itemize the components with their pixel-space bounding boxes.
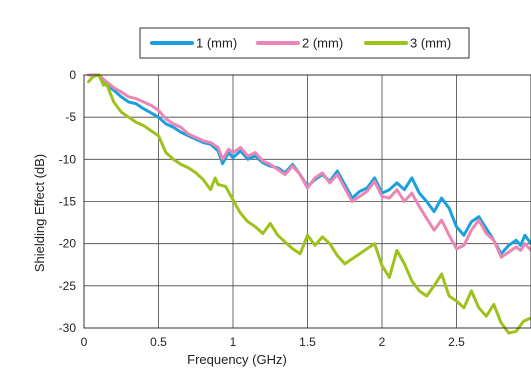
y-tick-label: 0: [69, 68, 76, 82]
y-tick-label: -5: [65, 110, 76, 124]
series-line-3: [87, 73, 531, 335]
x-tick-labels: 0 0.5 1 1.5 2 2.5: [81, 335, 466, 349]
x-axis-title: Frequency (GHz): [187, 352, 287, 367]
y-tick-label: -10: [59, 152, 77, 166]
y-tick-label: -25: [59, 279, 77, 293]
y-tick-label: -20: [59, 237, 77, 251]
y-tick-label: -30: [59, 321, 77, 335]
y-tick-label: -15: [59, 195, 77, 209]
legend-label-1: 1 (mm): [196, 36, 237, 51]
legend-label-3: 3 (mm): [410, 36, 451, 51]
x-tick-label: 2.5: [448, 335, 465, 349]
legend-box: [139, 27, 470, 59]
y-tick-labels: 0 -5 -10 -15 -20 -25 -30: [59, 68, 77, 335]
x-tick-label: 0: [81, 335, 88, 349]
x-tick-label: 0.5: [150, 335, 167, 349]
series-lines: [87, 73, 531, 335]
legend-label-2: 2 (mm): [302, 36, 343, 51]
x-tick-label: 2: [379, 335, 386, 349]
series-line-2: [87, 73, 531, 259]
series-line-1: [87, 73, 531, 256]
y-axis-title: Shielding Effect (dB): [32, 154, 47, 272]
plot-frame: [83, 74, 531, 329]
legend: 1 (mm) 2 (mm) 3 (mm): [139, 27, 470, 59]
x-tick-label: 1: [230, 335, 237, 349]
x-tick-label: 1.5: [299, 335, 316, 349]
